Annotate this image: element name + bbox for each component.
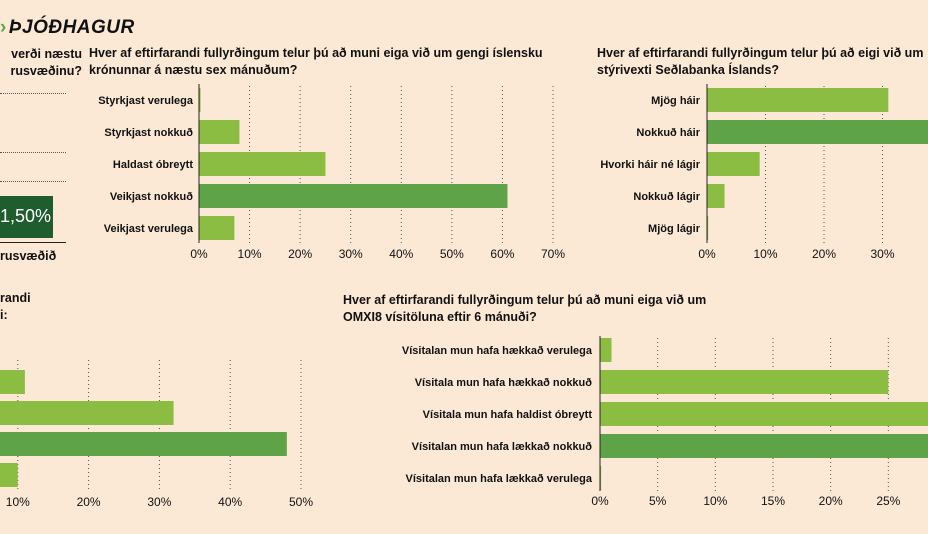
left-question-line-2: rusvæðinu? — [10, 64, 82, 78]
chart-title-omxi8: Hver af eftirfarandi fullyrðingum telur … — [343, 292, 706, 326]
bar — [199, 152, 326, 176]
bar — [0, 432, 287, 456]
chart-lower_left: 10% 20% 30% 40% 50% — [0, 360, 313, 509]
bar — [600, 370, 889, 394]
left-question-line-1: verði næstu — [11, 47, 82, 61]
tick-label: 30% — [147, 495, 171, 509]
tick-label: 30% — [339, 247, 363, 261]
chart-omxi8: Vísitalan mun hafa hækkað verulega Vísita… — [402, 336, 928, 508]
tick-label: 0% — [698, 247, 716, 261]
chart-title-gengi: Hver af eftirfarandi fullyrðingum telur … — [89, 45, 543, 79]
category-label: Styrkjast nokkuð — [104, 127, 193, 139]
chart-title-line: Hver af eftirfarandi fullyrðingum telur … — [343, 293, 707, 307]
tick-label: 15% — [761, 494, 785, 508]
gridline — [0, 152, 66, 153]
tick-label: 40% — [218, 495, 242, 509]
lower-left-question-fragment: randi i: — [0, 290, 31, 324]
tick-label: 0% — [190, 247, 208, 261]
section-title: ÞJÓÐHAGUR — [8, 17, 135, 38]
chart-title-line: OMXI8 vísitöluna eftir 6 mánuði? — [343, 310, 537, 324]
category-label: Styrkjast verulega — [98, 95, 194, 107]
bar — [199, 88, 201, 112]
category-label: Hvorki háir né lágir — [600, 159, 700, 171]
bar — [0, 370, 25, 394]
bar — [707, 120, 928, 144]
section-header: › ÞJÓÐHAGUR — [0, 17, 135, 39]
tick-label: 70% — [541, 247, 565, 261]
bar — [707, 152, 760, 176]
bar — [199, 216, 235, 240]
gridline — [0, 93, 66, 94]
chart-styrivextir: Mjög háir Nokkuð háir Hvorki háir né lágir… — [600, 84, 928, 261]
category-label: Vísitalan mun hafa lækkað verulega — [406, 473, 593, 485]
category-label: Haldast óbreytt — [113, 159, 193, 171]
chart-title-line: stýrivexti Seðlabanka Íslands? — [597, 63, 780, 77]
lower-left-question-line-1: randi — [0, 291, 31, 305]
bar — [199, 120, 240, 144]
bar — [707, 184, 725, 208]
tick-label: 0% — [591, 494, 609, 508]
tick-label: 20% — [819, 494, 843, 508]
axis-line — [0, 242, 66, 243]
category-label: Vísitalan mun hafa lækkað nokkuð — [412, 441, 593, 453]
tick-label: 20% — [77, 495, 101, 509]
chart-title-styrivextir: Hver af eftirfarandi fullyrðingum telur … — [597, 45, 923, 79]
lower-left-question-line-2: i: — [0, 308, 8, 322]
category-label: Veikjast nokkuð — [110, 191, 193, 203]
value-label: 1,50% — [0, 206, 52, 226]
arrow-icon: › — [0, 17, 7, 38]
category-label: Vísitala mun hafa haldist óbreytt — [423, 409, 593, 421]
bar — [600, 466, 602, 490]
bar — [707, 88, 889, 112]
category-label: Nokkuð háir — [636, 127, 700, 139]
value-box — [0, 196, 53, 238]
tick-label: 50% — [289, 495, 313, 509]
bar — [600, 338, 612, 362]
category-label: Mjög lágir — [648, 223, 701, 235]
tick-label: 50% — [440, 247, 464, 261]
chart-title-line: Hver af eftirfarandi fullyrðingum telur … — [89, 46, 543, 60]
tick-label: 5% — [649, 494, 667, 508]
bar — [0, 463, 18, 487]
chart-title-line: krónunnar á næstu sex mánuðum? — [89, 63, 298, 77]
tick-label: 30% — [870, 247, 894, 261]
bar — [0, 401, 174, 425]
bar — [600, 402, 928, 426]
category-label: Nokkuð lágir — [633, 191, 700, 203]
chart-title-line: Hver af eftirfarandi fullyrðingum telur … — [597, 46, 924, 60]
category-label: Vísitalan mun hafa hækkað verulega — [402, 345, 593, 357]
bar — [199, 184, 508, 208]
tick-label: 10% — [703, 494, 727, 508]
tick-label: 40% — [389, 247, 413, 261]
tick-label: 60% — [490, 247, 514, 261]
left-bottom-label: rusvæðið — [0, 249, 57, 263]
category-label: Vísitala mun hafa hækkað nokkuð — [415, 377, 593, 389]
tick-label: 10% — [6, 495, 30, 509]
tick-label: 25% — [876, 494, 900, 508]
bar — [707, 216, 709, 240]
tick-label: 10% — [753, 247, 777, 261]
category-label: Mjög háir — [651, 95, 701, 107]
tick-label: 10% — [238, 247, 262, 261]
tick-label: 20% — [288, 247, 312, 261]
category-label: Veikjast verulega — [104, 223, 194, 235]
gridline — [0, 181, 66, 182]
bar — [600, 434, 928, 458]
tick-label: 20% — [812, 247, 836, 261]
left-question-fragment: verði næstu rusvæðinu? — [0, 46, 82, 80]
chart-gengi: Styrkjast verulega Styrkjast nokkuð Haldas… — [98, 84, 565, 261]
